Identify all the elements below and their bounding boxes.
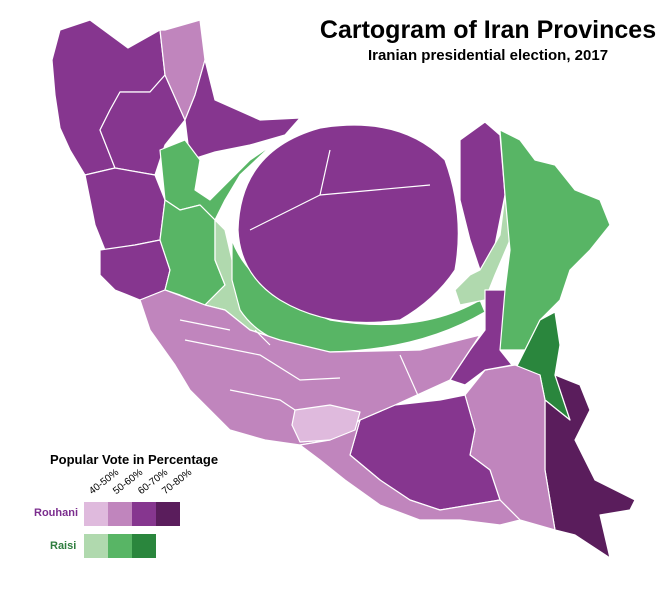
province-bushehr: [299, 419, 521, 526]
legend-swatch-raisi-60-70: [132, 534, 156, 558]
legend-swatch-rouhani-60-70: [132, 502, 156, 526]
legend-swatch-rouhani-70-80: [156, 502, 180, 526]
province-yazd: [449, 289, 513, 386]
legend-swatch-raisi-40-50: [84, 534, 108, 558]
legend-row-label-rouhani: Rouhani: [34, 507, 78, 519]
legend-swatch-rouhani-50-60: [108, 502, 132, 526]
province-razavi-khorasan: [494, 129, 611, 351]
legend-swatch-rouhani-40-50: [84, 502, 108, 526]
province-kohgiluyeh: [291, 404, 361, 443]
province-tehran: [237, 124, 459, 324]
legend-title: Popular Vote in Percentage: [50, 452, 219, 467]
legend-swatch-raisi-50-60: [108, 534, 132, 558]
province-gilan: [184, 59, 301, 161]
province-north-khorasan: [454, 194, 511, 306]
legend-row-label-raisi: Raisi: [50, 540, 77, 552]
map-title: Cartogram of Iran Provinces: [319, 16, 657, 44]
province-east-azerbaijan: [99, 74, 186, 176]
province-kurdistan: [84, 167, 166, 251]
map-subtitle: Iranian presidential election, 2017: [367, 47, 609, 64]
province-kermanshah: [99, 239, 171, 301]
